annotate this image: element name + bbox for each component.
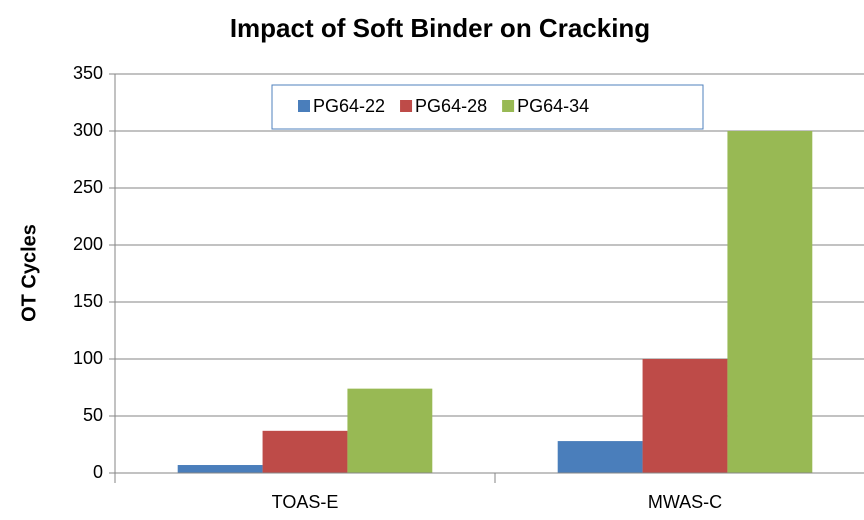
- bar: [557, 441, 643, 473]
- chart-title: Impact of Soft Binder on Cracking: [230, 13, 650, 43]
- legend-swatch: [298, 100, 310, 112]
- legend-swatch: [400, 100, 413, 112]
- y-tick-label: 300: [73, 120, 103, 140]
- y-tick-label: 0: [93, 462, 103, 482]
- bar: [177, 465, 263, 473]
- x-tick-label: MWAS-C: [648, 492, 722, 512]
- bar: [262, 430, 348, 473]
- y-tick-label: 150: [73, 291, 103, 311]
- y-axis-label: OT Cycles: [18, 224, 40, 322]
- legend-label: PG64-34: [517, 96, 589, 116]
- legend-swatch: [502, 100, 515, 112]
- y-tick-label: 200: [73, 234, 103, 254]
- y-tick-label: 350: [73, 63, 103, 83]
- bar: [347, 388, 433, 473]
- y-tick-label: 50: [83, 405, 103, 425]
- bar: [727, 131, 813, 473]
- y-tick-label: 100: [73, 348, 103, 368]
- legend-box: [271, 84, 704, 130]
- y-tick-label: 250: [73, 177, 103, 197]
- legend-label: PG64-22: [313, 96, 385, 116]
- bar: [642, 359, 728, 473]
- legend-label: PG64-28: [415, 96, 487, 116]
- x-tick-label: TOAS-E: [272, 492, 339, 512]
